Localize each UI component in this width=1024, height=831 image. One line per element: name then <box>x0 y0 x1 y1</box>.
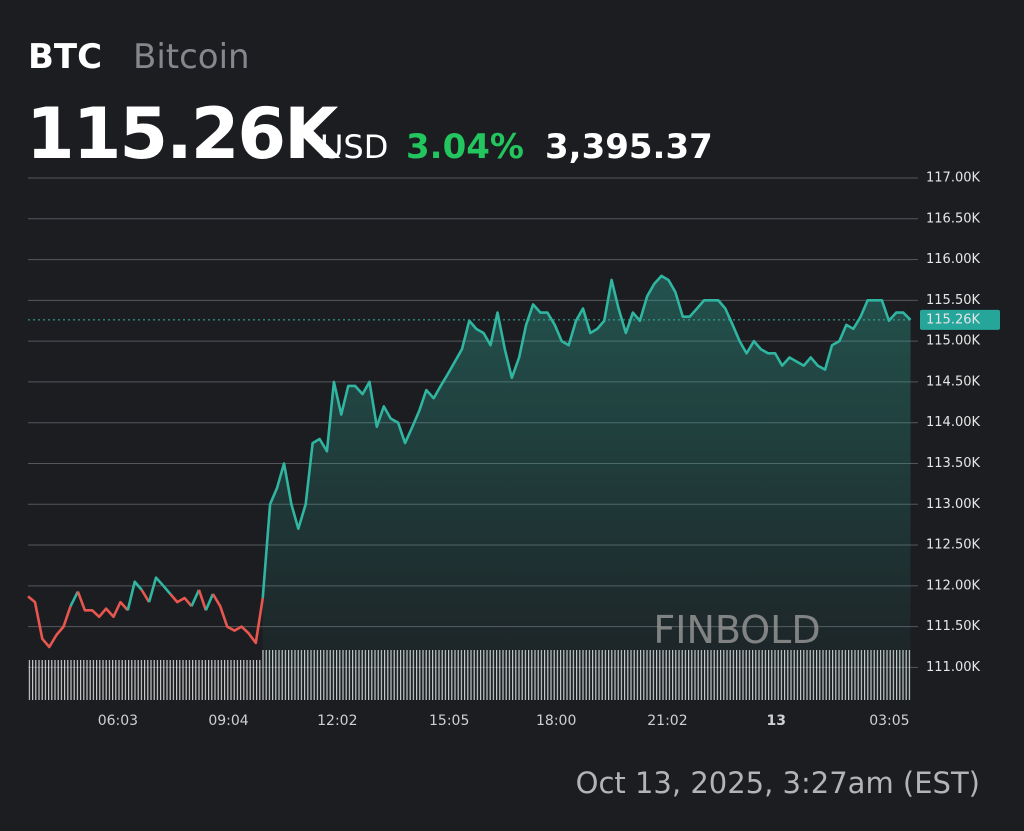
y-tick-label: 111.00K <box>926 660 980 675</box>
timestamp: Oct 13, 2025, 3:27am (EST) <box>576 766 980 800</box>
price-line <box>147 576 172 603</box>
price-line <box>211 593 265 645</box>
y-tick-label: 115.50K <box>926 293 980 308</box>
price: 115.26K <box>26 93 341 175</box>
y-tick-label: 114.50K <box>926 374 980 389</box>
y-tick-label: 115.00K <box>926 334 980 349</box>
price-line <box>126 580 143 611</box>
price-line <box>169 593 193 608</box>
y-tick-label: 113.50K <box>926 456 980 471</box>
y-tick-label: 116.00K <box>926 252 980 267</box>
y-tick-label: 116.50K <box>926 211 980 226</box>
y-tick-label: 117.00K <box>926 171 980 186</box>
price-line <box>76 591 129 619</box>
price-line <box>27 595 72 649</box>
y-tick-label: 111.50K <box>926 619 980 634</box>
last-price-label: 115.26K <box>926 312 980 327</box>
price-line <box>190 589 201 607</box>
watermark: FINBOLD <box>653 608 820 652</box>
y-tick-label: 112.50K <box>926 538 980 553</box>
asset-name: Bitcoin <box>133 37 250 77</box>
volume-bars <box>28 660 261 700</box>
x-tick-label: 03:05 <box>869 713 909 729</box>
y-tick-label: 114.00K <box>926 415 980 430</box>
change-value: 3,395.37 <box>545 127 713 167</box>
price-line <box>197 589 208 611</box>
x-tick-label: 18:00 <box>536 713 576 729</box>
area <box>262 275 911 700</box>
x-tick-label: 09:04 <box>208 713 248 729</box>
price-line <box>69 590 80 607</box>
currency: USD <box>320 128 388 166</box>
price-line <box>261 274 912 599</box>
x-tick-label: 06:03 <box>98 713 138 729</box>
x-tick-label: 13 <box>767 713 786 729</box>
change-percent: 3.04% <box>406 127 524 167</box>
x-tick-label: 21:02 <box>647 713 687 729</box>
price-line <box>204 593 215 611</box>
symbol: BTC <box>28 37 102 77</box>
x-tick-label: 15:05 <box>429 713 469 729</box>
price-line <box>140 589 151 603</box>
y-tick-label: 112.00K <box>926 578 980 593</box>
x-tick-label: 12:02 <box>317 713 357 729</box>
last-price-tag <box>920 309 1000 330</box>
y-tick-label: 113.00K <box>926 497 980 512</box>
